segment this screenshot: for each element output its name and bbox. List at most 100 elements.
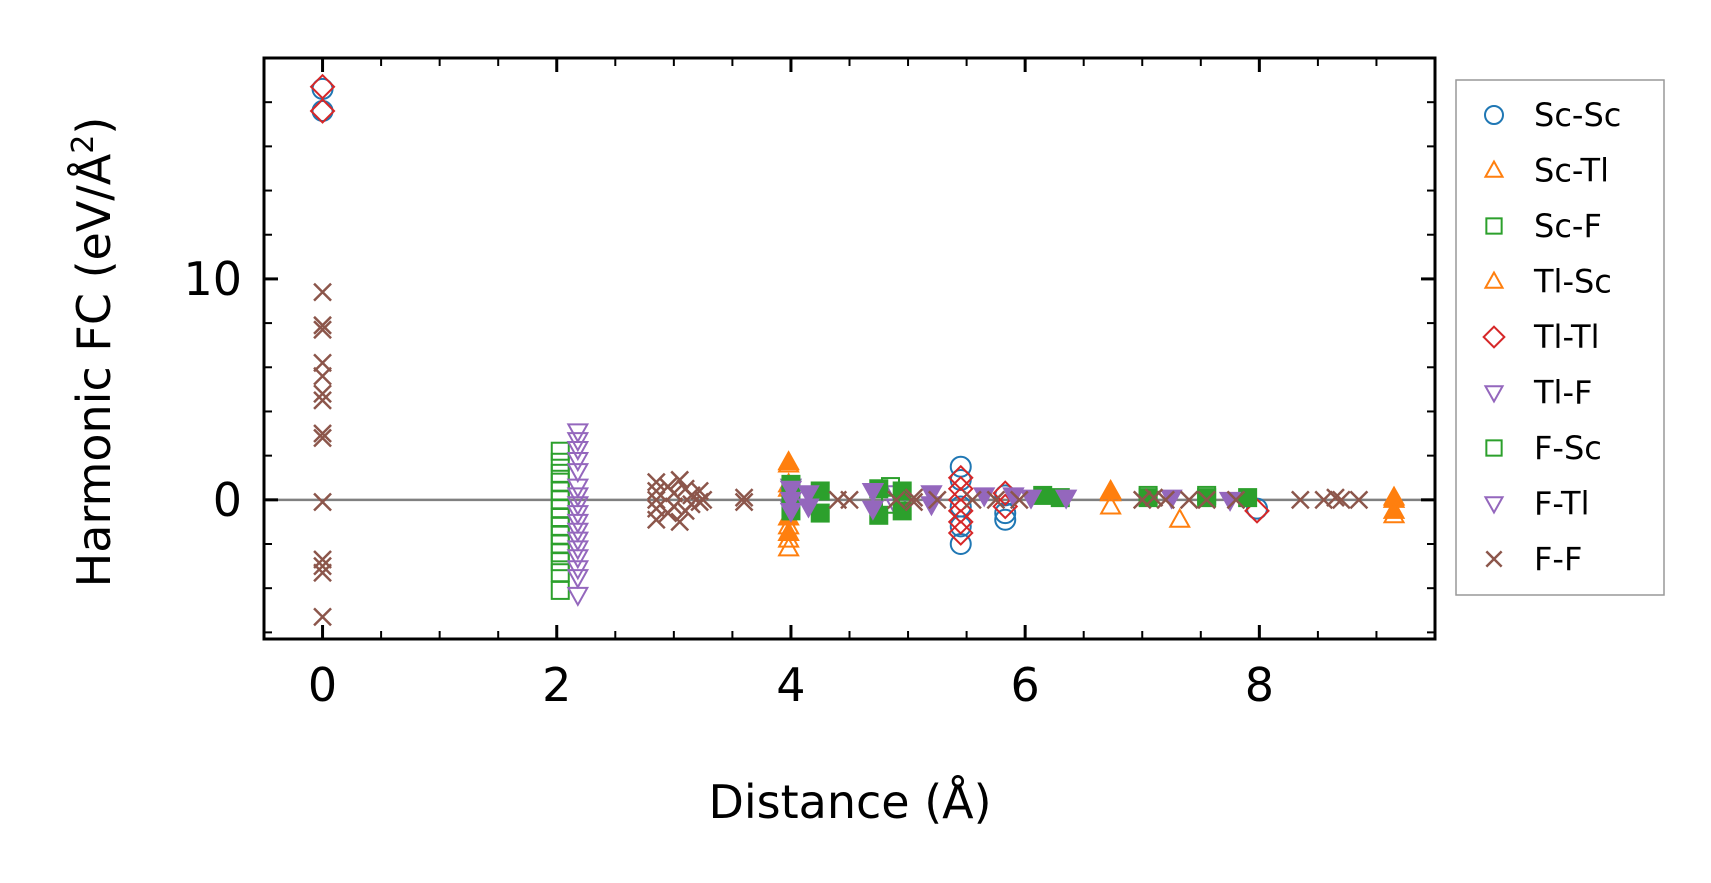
tick-labels: 0 2 4 6 8 0 10 [183,252,1274,712]
point-tl-sc [777,520,800,541]
point-f-tl [797,485,820,506]
point-f-f [963,490,982,510]
point-f-f [927,490,947,510]
point-f-f [1290,490,1310,510]
point-f-tl [1054,489,1078,510]
x-tick-label: 4 [776,658,805,712]
point-f-f [734,492,754,512]
point-tl-tl [947,509,974,535]
point-sc-sc [994,502,1017,525]
legend-marker-sc-sc [1484,105,1504,125]
point-tl-tl [947,520,974,546]
point-f-sc [1197,488,1217,508]
point-f-f [313,607,332,627]
legend-marker-sc-tl [1483,159,1505,178]
point-f-sc [810,503,830,523]
point-f-f [313,320,332,340]
point-sc-sc [994,508,1017,531]
legend-label-f-tl: F-Tl [1534,485,1589,523]
point-f-tl [779,480,803,501]
legend-label-tl-sc: Tl-Sc [1533,263,1612,301]
point-f-f [693,490,713,510]
point-f-f [1331,490,1351,510]
point-f-f [313,492,332,512]
point-f-f [1349,490,1369,510]
point-f-f [1197,490,1217,510]
point-tl-f [566,586,590,607]
point-sc-sc [949,515,972,538]
plot-area [262,56,1437,641]
point-f-sc [1238,488,1258,508]
point-f-f [986,490,1006,510]
point-tl-sc [1099,478,1122,499]
point-f-f [313,366,332,386]
x-tick-label: 8 [1245,658,1274,712]
point-tl-f [566,463,590,484]
point-tl-sc [1382,498,1406,519]
point-tl-tl [309,98,336,124]
point-f-f [313,384,332,404]
point-f-f [646,472,666,492]
point-f-f [313,550,332,569]
point-f-f [904,492,924,512]
point-f-tl [972,487,996,508]
y-axis-label-end: ) [67,117,121,135]
point-f-f [1009,490,1029,510]
ticks [263,57,1436,639]
point-f-f [904,488,924,507]
legend-label-f-f: F-F [1534,540,1582,578]
point-f-f [1156,490,1176,510]
legend-marker-f-tl [1483,496,1505,515]
legend-marker-tl-tl [1482,325,1506,349]
legend-marker-tl-sc [1483,270,1505,289]
point-f-f [1226,490,1246,510]
x-tick-label: 0 [308,658,337,712]
point-tl-f [566,569,590,590]
point-f-f [664,483,684,503]
point-sc-f [550,580,570,600]
legend-label-sc-f: Sc-F [1534,207,1602,245]
point-sc-tl [1168,507,1191,528]
point-f-f [1144,488,1164,507]
x-axis-label: Distance (Å) [708,775,991,829]
point-f-f [313,353,332,373]
point-tl-sc [777,450,800,471]
y-tick-label: 10 [183,252,242,306]
point-f-tl [779,502,803,523]
point-f-f [313,428,332,448]
point-tl-f [566,441,590,462]
y-axis-label: Harmonic FC (eV/Å2) [66,117,122,588]
point-tl-f [566,549,590,570]
legend-marker-f-f [1485,550,1503,568]
point-f-f [313,391,332,410]
point-f-tl [779,491,803,512]
point-f-f [1314,490,1334,510]
point-f-f [1326,488,1345,507]
point-f-f [1132,490,1152,510]
point-f-f [670,512,690,532]
legend-marker-sc-f [1485,217,1503,235]
point-f-f [886,490,906,510]
point-sc-tl [1099,494,1122,515]
legend-label-tl-tl: Tl-Tl [1533,318,1599,356]
point-f-tl [861,482,885,504]
point-f-f [313,563,332,583]
x-tick-label: 2 [542,658,571,712]
legend-entries: Sc-Sc Sc-Tl Sc-F Tl-Sc Tl-Tl Tl-F F-Sc F-Tl F-F [1482,96,1621,578]
point-sc-f [550,441,570,461]
point-f-tl [1019,489,1043,510]
x-tick-label: 6 [1011,658,1040,712]
y-tick-label: 0 [213,473,242,527]
point-tl-f [566,452,590,473]
data-points [309,73,1406,627]
point-f-tl [861,500,885,521]
point-sc-f [550,452,570,472]
point-f-f [664,497,684,516]
plot-frame [262,56,1437,641]
point-sc-f [550,563,570,583]
legend-label-sc-sc: Sc-Sc [1534,96,1621,134]
y-axis-label-main: Harmonic FC (eV/Å [67,153,121,587]
y-axis-label-superscript: 2 [66,135,101,154]
legend: Sc-Sc Sc-Tl Sc-F Tl-Sc Tl-Tl Tl-F F-Sc F-Tl F-F [1455,79,1665,596]
